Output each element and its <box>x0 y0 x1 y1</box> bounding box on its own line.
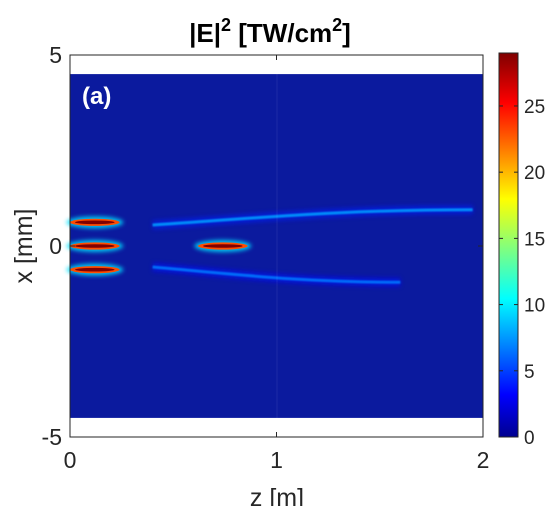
colorbar-tick-label: 10 <box>524 296 545 317</box>
hotspot-core <box>74 267 115 272</box>
y-tick-label: -5 <box>42 424 62 450</box>
x-tick-label: 1 <box>270 447 283 473</box>
hotspot-core <box>202 244 243 248</box>
x-axis-ticks: 0 1 2 <box>64 55 490 473</box>
colorbar-tick-label: 0 <box>524 428 535 449</box>
hotspot-core <box>74 244 115 248</box>
plot-area: (a) <box>66 54 484 438</box>
chart-title: |E|2 [TW/cm2] <box>189 15 351 48</box>
x-tick-label: 0 <box>64 447 77 473</box>
y-tick-label: 0 <box>49 233 62 259</box>
x-axis-label: z [m] <box>250 484 304 506</box>
filament-core <box>152 265 401 284</box>
hotspot-core <box>74 220 115 225</box>
y-axis-ticks: 5 0 -5 <box>42 42 483 450</box>
colorbar-ticks: 0 5 10 15 20 25 <box>499 97 545 449</box>
colorbar-tick-label: 15 <box>524 229 545 250</box>
colorbar-tick-label: 5 <box>524 362 535 383</box>
y-tick-label: 5 <box>49 42 62 68</box>
panel-label: (a) <box>82 83 111 110</box>
y-axis-label: x [mm] <box>10 209 38 284</box>
colorbar: 0 5 10 15 20 25 <box>498 52 545 449</box>
hotspot-layer <box>66 216 252 276</box>
x-tick-label: 2 <box>477 447 490 473</box>
colorbar-tick-label: 20 <box>524 163 545 184</box>
filament-layer <box>131 205 473 287</box>
colorbar-tick-label: 25 <box>524 97 545 118</box>
colorbar-scale <box>498 52 519 438</box>
filament-core <box>152 208 473 227</box>
